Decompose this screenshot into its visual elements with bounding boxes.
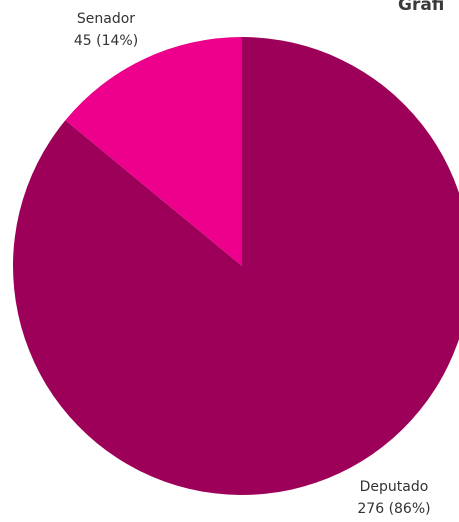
pie-slice-senador — [65, 37, 242, 266]
pie-slice-deputado — [13, 37, 459, 495]
slice-label-senador: Senador — [77, 11, 135, 27]
slice-value-label-deputado: 276 (86%) — [357, 501, 430, 517]
slices-layer — [13, 37, 459, 495]
slice-value-label-senador: 45 (14%) — [74, 33, 138, 49]
slice-label-deputado: Deputado — [360, 479, 429, 495]
labels-layer: Deputado 276 (86%) Senador 45 (14%) Grafi — [74, 0, 445, 517]
chart-title: Grafi — [398, 0, 444, 15]
